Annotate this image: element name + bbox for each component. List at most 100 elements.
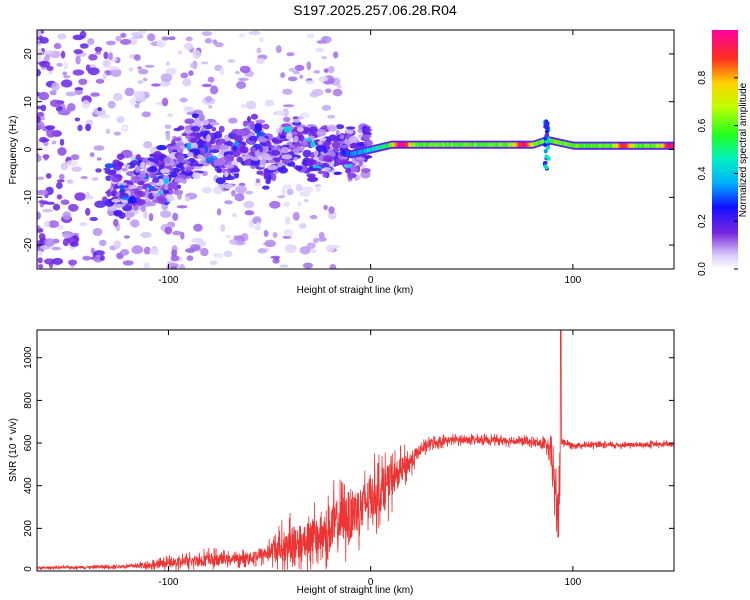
spectrogram-cell	[432, 142, 435, 147]
spectrogram-cell	[66, 179, 74, 184]
spectrogram-cell	[143, 262, 151, 269]
spectrogram-cell	[322, 173, 328, 178]
spectrogram-cell	[68, 259, 78, 266]
spectrogram-cell	[177, 50, 183, 55]
spectrogram-cell	[315, 145, 327, 152]
spectrogram-cell	[149, 165, 158, 173]
spectrogram-cell	[205, 96, 213, 103]
snr-series-line	[37, 330, 674, 571]
spectrogram-cell	[85, 191, 91, 199]
spectrogram-cell	[405, 142, 408, 147]
spectrogram-cell	[471, 142, 473, 147]
spectrogram-cell	[401, 142, 403, 147]
spectrogram-cell	[123, 211, 135, 218]
spectrogram-cell	[501, 142, 504, 147]
spectrogram-cell	[357, 150, 359, 155]
spectrogram-cell	[277, 167, 285, 172]
spectrogram-cell	[190, 137, 198, 143]
spectrogram-cell	[558, 140, 561, 145]
spectrogram-cell	[617, 143, 619, 148]
spectrogram-cell	[456, 142, 459, 147]
spectrogram-cell	[130, 160, 139, 166]
spectrogram-cell	[489, 142, 492, 147]
spectrogram-cell	[241, 135, 249, 140]
spectrogram-cell	[52, 257, 64, 265]
y-tick-label: 600	[23, 434, 34, 451]
spectrogram-cell	[200, 119, 210, 126]
spectrogram-cell	[502, 142, 505, 147]
spectrogram-cell	[408, 142, 410, 147]
spectrogram-cell	[171, 249, 178, 257]
spectrogram-cell	[57, 147, 67, 156]
spectrogram-cell	[413, 142, 415, 147]
spectrogram-cell	[116, 204, 125, 208]
spectrogram-cell	[323, 141, 332, 146]
spectrogram-cell	[460, 142, 463, 147]
x-tick-label: 100	[565, 577, 582, 588]
spectrogram-cell	[298, 223, 307, 229]
spectrogram-cell	[374, 146, 376, 151]
spectrogram-cell	[220, 224, 226, 232]
spectrogram-cell	[160, 210, 172, 219]
spectrogram-cell	[279, 126, 284, 133]
spectrogram-cell	[239, 65, 251, 74]
spectrogram-cell	[130, 32, 143, 37]
colorbar-tick-label: 0.8	[697, 70, 708, 84]
spectrogram-cell	[165, 61, 170, 66]
spectrogram-cell	[143, 141, 153, 149]
spectrogram-cell	[188, 157, 196, 163]
spectrogram-cell	[664, 143, 666, 148]
spectrogram-cell	[79, 222, 88, 227]
spectrogram-cell	[286, 188, 294, 196]
spectrogram-cell	[187, 152, 194, 158]
spectrogram-cell	[615, 143, 618, 148]
colorbar: 0.0 0.2 0.4 0.6 0.8 Normalized spectral ampl…	[697, 30, 749, 276]
spectrogram-cell	[612, 143, 614, 148]
spectrogram-cell	[204, 38, 213, 44]
spectrogram-cell	[507, 142, 510, 147]
spectrogram-cell	[286, 52, 295, 57]
spectrogram-cell	[39, 37, 49, 44]
y-tick-label: 10	[23, 96, 34, 108]
spectrogram-cell	[292, 211, 300, 221]
spectrogram-cell	[367, 148, 369, 153]
spectrogram-cell	[228, 117, 238, 124]
spectrogram-cell	[234, 172, 240, 179]
spectrogram-cell	[184, 118, 195, 125]
spectrogram-cell	[238, 33, 246, 38]
spectrogram-x-label: Height of straight line (km)	[297, 285, 414, 296]
spectrogram-cell	[291, 131, 298, 136]
spectrogram-cell	[528, 142, 530, 147]
spectrogram-cell	[242, 120, 248, 127]
spectrogram-cell	[56, 181, 63, 190]
spectrogram-cell	[409, 142, 412, 147]
spectrogram-cell	[65, 91, 77, 97]
spectrogram-cell	[144, 64, 155, 68]
colorbar-tick-label: 0.6	[697, 118, 708, 132]
spectrogram-cell	[37, 121, 45, 130]
spectrogram-cell	[91, 177, 99, 181]
spectrogram-cell	[281, 187, 286, 196]
spectrogram-cell	[355, 156, 366, 161]
spectrogram-cell	[59, 138, 65, 146]
spectrogram-cell	[566, 142, 568, 147]
spectrogram-cell	[52, 203, 61, 211]
spectrogram-cell	[104, 163, 115, 169]
spectrogram-cell	[95, 51, 102, 55]
spectrogram-cell	[447, 142, 449, 147]
spectrogram-cell	[37, 68, 41, 77]
spectrogram-cell	[534, 141, 537, 147]
spectrogram-cell	[127, 196, 138, 204]
spectrogram-cell	[533, 142, 535, 147]
spectrogram-cell	[70, 154, 80, 161]
spectrogram-cell	[648, 143, 651, 148]
spectrogram-cell	[490, 142, 493, 147]
spectrogram-cell	[478, 142, 481, 147]
spectrogram-cell	[185, 36, 193, 42]
spectrogram-cell	[388, 143, 391, 148]
spectrogram-cell	[574, 143, 577, 148]
spectrogram-cell	[160, 168, 171, 174]
spectrogram-cell	[458, 142, 460, 147]
spectrogram-cell	[37, 189, 49, 196]
